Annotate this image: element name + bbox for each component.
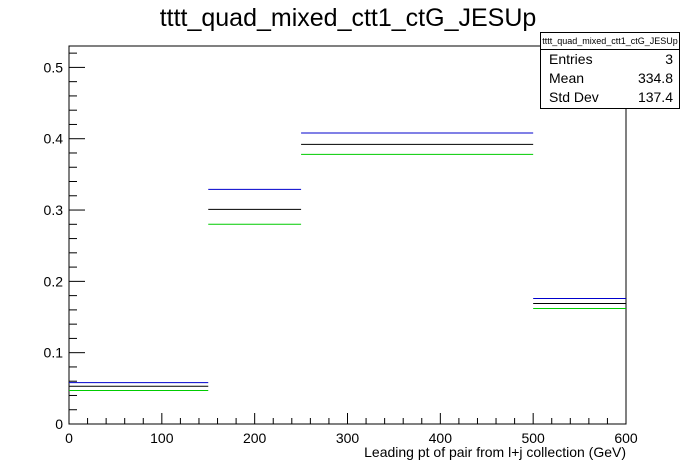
chart-title: tttt_quad_mixed_ctt1_ctG_JESUp <box>159 4 537 32</box>
y-tick-label: 0 <box>55 416 63 432</box>
x-tick-label: 100 <box>150 430 174 446</box>
x-tick-label: 600 <box>614 430 638 446</box>
x-tick-label: 500 <box>521 430 545 446</box>
stats-row-entries: Entries 3 <box>541 50 679 69</box>
y-tick-label: 0.4 <box>44 131 64 147</box>
y-tick-label: 0.3 <box>44 202 64 218</box>
y-tick-label: 0.5 <box>44 59 64 75</box>
y-tick-label: 0.2 <box>44 273 64 289</box>
stats-row-stddev: Std Dev 137.4 <box>541 88 679 107</box>
stats-label: Entries <box>549 51 593 67</box>
x-tick-label: 300 <box>336 430 360 446</box>
stats-label: Std Dev <box>549 89 599 105</box>
stats-value: 137.4 <box>637 89 673 105</box>
x-axis-label: Leading pt of pair from l+j collection (… <box>364 444 626 460</box>
x-tick-label: 200 <box>243 430 267 446</box>
stats-label: Mean <box>549 70 585 86</box>
stats-row-mean: Mean 334.8 <box>541 69 679 88</box>
stats-value: 334.8 <box>637 70 673 86</box>
x-tick-label: 0 <box>65 430 73 446</box>
stats-box: tttt_quad_mixed_ctt1_ctG_JESUp Entries 3… <box>540 32 680 109</box>
stats-value: 3 <box>665 51 673 67</box>
stats-box-title: tttt_quad_mixed_ctt1_ctG_JESUp <box>541 33 679 50</box>
y-tick-label: 0.1 <box>44 345 64 361</box>
x-tick-label: 400 <box>429 430 453 446</box>
